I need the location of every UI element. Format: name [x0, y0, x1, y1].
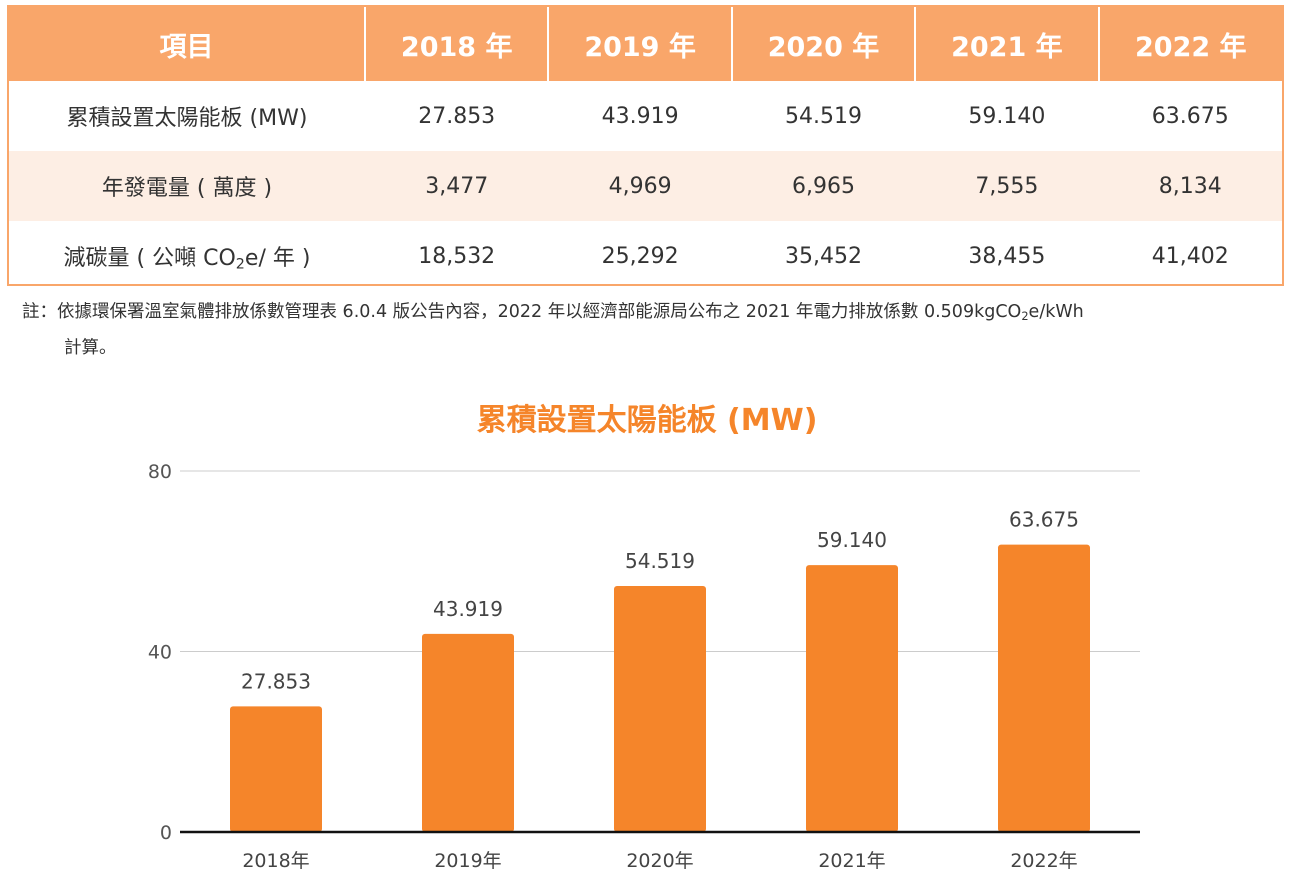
- bar: [230, 706, 322, 832]
- x-tick-label: 2019年: [434, 850, 501, 872]
- y-tick-label: 0: [160, 822, 172, 844]
- data-label: 27.853: [241, 669, 311, 693]
- x-tick-label: 2018年: [242, 850, 309, 872]
- data-label: 59.140: [817, 528, 887, 552]
- data-label: 43.919: [433, 597, 503, 621]
- x-tick-label: 2021年: [818, 850, 885, 872]
- data-label: 54.519: [625, 549, 695, 573]
- bar: [998, 545, 1090, 832]
- bar: [422, 634, 514, 832]
- x-tick-label: 2020年: [626, 850, 693, 872]
- bar: [806, 565, 898, 832]
- x-tick-label: 2022年: [1010, 850, 1077, 872]
- y-tick-label: 40: [148, 642, 172, 664]
- y-tick-label: 80: [148, 461, 172, 483]
- bar: [614, 586, 706, 832]
- data-label: 63.675: [1009, 508, 1079, 532]
